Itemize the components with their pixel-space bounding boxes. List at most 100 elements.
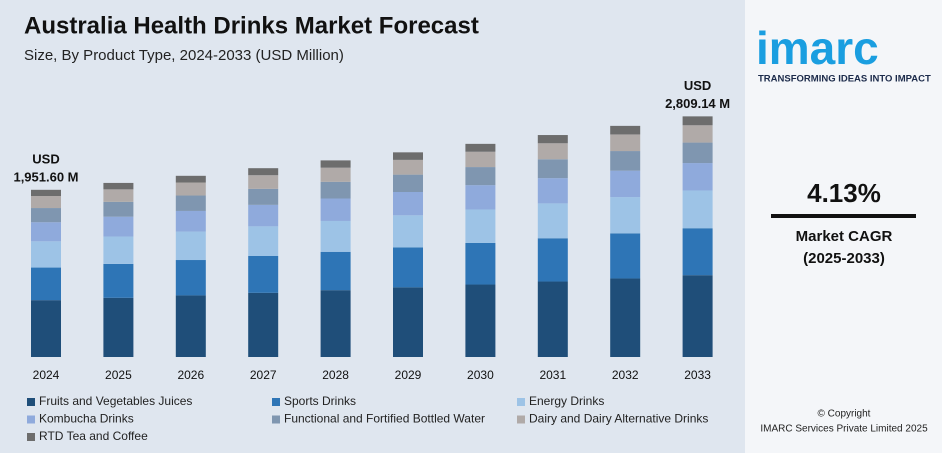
bar-segment — [175, 260, 206, 296]
bar-segment — [103, 189, 134, 202]
total-annotation: USD — [684, 78, 711, 93]
bar-segment — [393, 247, 423, 288]
bar-segment — [465, 143, 496, 152]
bar-segment — [610, 151, 641, 171]
x-tick-label: 2024 — [33, 368, 60, 382]
legend-label: RTD Tea and Coffee — [39, 429, 148, 443]
bar-segment — [537, 159, 568, 179]
legend-swatch — [272, 398, 280, 406]
total-annotation: USD — [32, 151, 59, 166]
bar-segment — [465, 284, 496, 357]
bar-segment — [610, 278, 641, 357]
bar-segment — [610, 125, 641, 135]
bar-segment — [248, 188, 279, 205]
legend-swatch — [517, 415, 525, 424]
bar-segment — [175, 210, 206, 232]
bar-segment — [175, 195, 206, 211]
legend-swatch — [517, 398, 525, 406]
bar-segment — [393, 192, 423, 216]
bar-segment — [465, 185, 496, 210]
x-tick-label: 2025 — [105, 368, 132, 382]
bar-segment — [31, 189, 61, 196]
x-tick-label: 2028 — [322, 368, 349, 382]
bar-segment — [320, 290, 351, 357]
bar-segment — [537, 143, 568, 160]
bar-segment — [31, 195, 61, 209]
bar-segment — [320, 251, 351, 291]
bar-segment — [248, 175, 279, 189]
bar-segment — [103, 182, 134, 190]
bar-segment — [682, 116, 713, 126]
x-tick-label: 2029 — [395, 368, 422, 382]
bar-segment — [682, 275, 713, 357]
copyright: IMARC Services Private Limited 2025 — [760, 424, 928, 435]
bar-segment — [465, 167, 496, 186]
bar-segment — [103, 263, 134, 298]
bar-segment — [175, 231, 206, 261]
bar-segment — [175, 182, 206, 196]
cagr-period: (2025-2033) — [803, 250, 885, 267]
bar-segment — [465, 242, 496, 285]
legend-label: Kombucha Drinks — [39, 412, 134, 426]
tagline: TRANSFORMING IDEAS INTO IMPACT — [758, 74, 931, 85]
bar-segment — [320, 198, 351, 221]
bar-segment — [248, 204, 279, 227]
bar-segment — [610, 233, 641, 279]
bar-segment — [320, 167, 351, 182]
bar-segment — [248, 226, 279, 256]
chart-subtitle: Size, By Product Type, 2024-2033 (USD Mi… — [24, 47, 344, 64]
legend-label: Fruits and Vegetables Juices — [39, 394, 192, 408]
bar-segment — [465, 151, 496, 168]
bar-segment — [537, 238, 568, 282]
bar-segment — [682, 228, 713, 276]
x-tick-label: 2030 — [467, 368, 494, 382]
bar-segment — [175, 295, 206, 357]
x-tick-label: 2033 — [684, 368, 711, 382]
bar-segment — [610, 197, 641, 234]
logo: imarc — [756, 22, 879, 74]
legend-label: Dairy and Dairy Alternative Drinks — [529, 412, 708, 426]
bar-segment — [610, 170, 641, 198]
bar-segment — [31, 241, 61, 268]
bar-segment — [537, 135, 568, 144]
bar-segment — [320, 181, 351, 199]
divider — [771, 214, 916, 218]
bar-segment — [31, 222, 61, 242]
bar-segment — [175, 175, 206, 183]
x-tick-label: 2026 — [177, 368, 204, 382]
side-panel — [745, 0, 942, 453]
bar-segment — [320, 220, 351, 252]
bar-segment — [682, 163, 713, 191]
bar-segment — [103, 236, 134, 264]
bar-segment — [248, 255, 279, 293]
bar-segment — [682, 190, 713, 229]
bar-segment — [682, 125, 713, 143]
legend-swatch — [27, 415, 35, 424]
bar-segment — [610, 134, 641, 152]
x-tick-label: 2032 — [612, 368, 639, 382]
x-tick-label: 2031 — [539, 368, 566, 382]
x-tick-label: 2027 — [250, 368, 277, 382]
legend-label: Energy Drinks — [529, 394, 604, 408]
bar-segment — [248, 168, 279, 176]
total-annotation: 1,951.60 M — [13, 169, 78, 184]
bar-segment — [393, 174, 423, 193]
legend-label: Sports Drinks — [284, 394, 356, 408]
bar-segment — [393, 152, 423, 160]
bar-segment — [248, 292, 279, 357]
legend-label: Functional and Fortified Bottled Water — [284, 412, 485, 426]
legend-swatch — [27, 433, 35, 441]
bar-segment — [103, 216, 134, 237]
cagr-label: Market CAGR — [796, 228, 893, 245]
bar-segment — [31, 208, 61, 223]
bar-segment — [682, 142, 713, 164]
bar-segment — [393, 287, 423, 357]
bar-segment — [393, 215, 423, 248]
bar-segment — [537, 178, 568, 204]
chart-title: Australia Health Drinks Market Forecast — [24, 12, 479, 39]
bar-segment — [103, 201, 134, 217]
bar-segment — [537, 281, 568, 357]
bar-segment — [465, 209, 496, 243]
